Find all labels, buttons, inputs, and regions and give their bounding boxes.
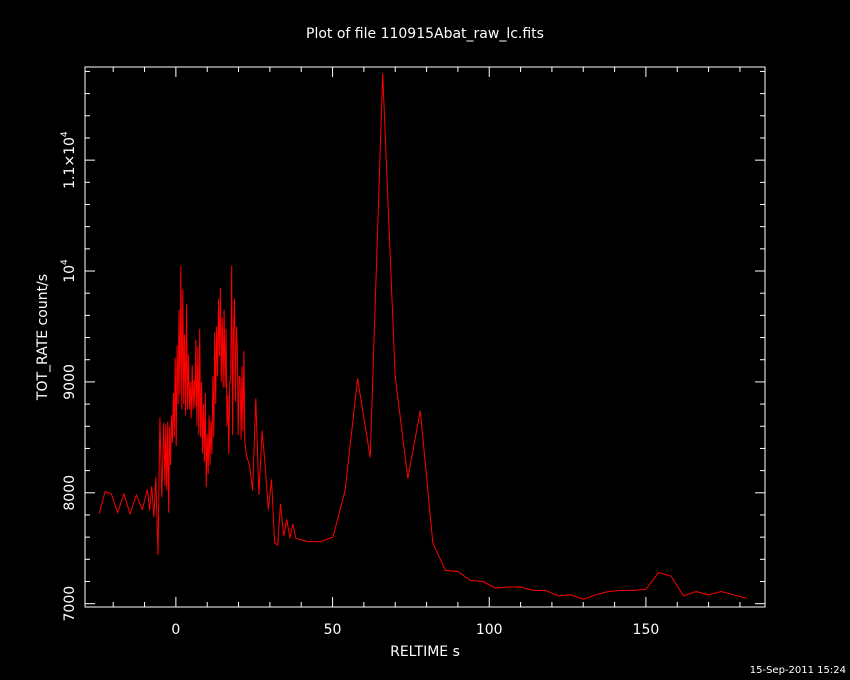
y-tick-labels: 7000 8000 9000 104 1.1×104 xyxy=(60,131,78,621)
y-tick-label: 9000 xyxy=(62,364,78,400)
y-tick-label: 7000 xyxy=(62,586,78,622)
x-tick-label: 0 xyxy=(171,622,180,638)
x-axis-label: RELTIME s xyxy=(390,644,460,660)
plot-timestamp: 15-Sep-2011 15:24 xyxy=(749,665,846,676)
y-tick-label: 1.1×104 xyxy=(60,131,78,189)
y-tick-label: 8000 xyxy=(62,475,78,511)
plot-frame xyxy=(84,66,766,608)
series-line-tot-rate xyxy=(98,73,747,600)
y-tick-label: 104 xyxy=(60,259,78,283)
axis-ticks xyxy=(85,67,765,607)
x-tick-labels: 0 50 100 150 xyxy=(171,622,659,638)
x-tick-label: 100 xyxy=(476,622,503,638)
x-tick-label: 50 xyxy=(324,622,342,638)
y-axis-label: TOT_RATE count/s xyxy=(35,274,51,401)
x-tick-label: 150 xyxy=(633,622,660,638)
chart-title: Plot of file 110915Abat_raw_lc.fits xyxy=(306,26,544,42)
